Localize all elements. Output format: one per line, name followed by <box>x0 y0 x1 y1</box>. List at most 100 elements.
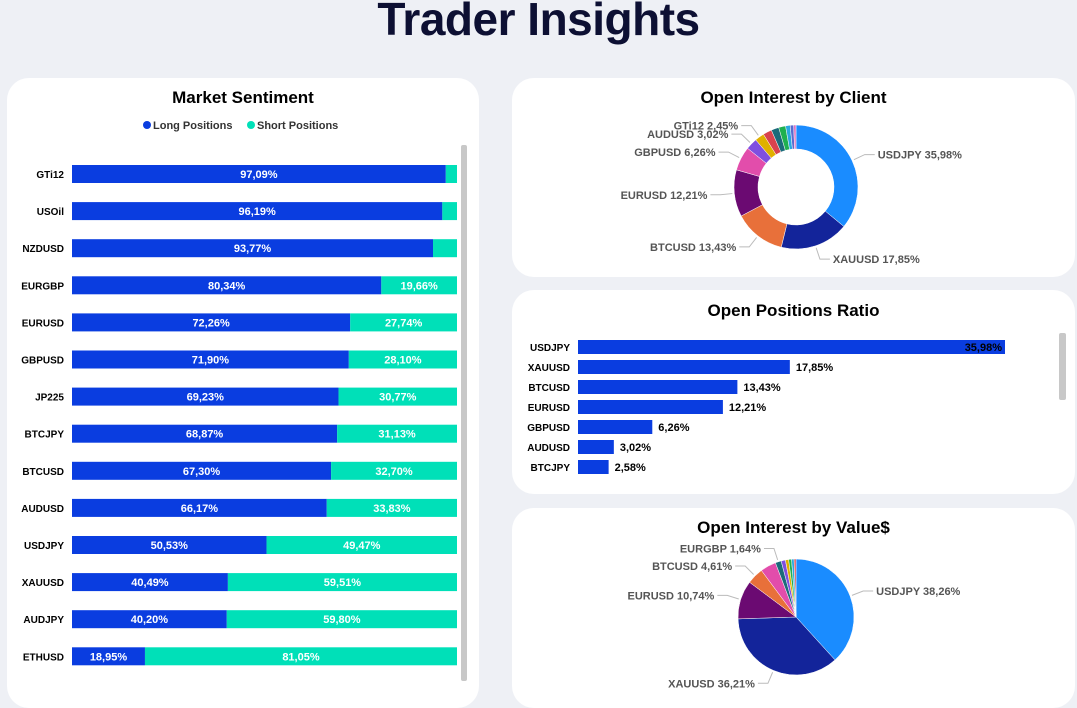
long-value-label: 71,90% <box>192 355 230 367</box>
open-interest-value-title: Open Interest by Value$ <box>697 518 890 537</box>
open-interest-value-pie: USDJPY 38,26% XAUUSD 36,21% EURUSD 10,74% B… <box>627 543 960 690</box>
long-value-label: 66,17% <box>181 503 219 515</box>
long-bar <box>72 276 382 295</box>
legend-marker <box>247 121 255 129</box>
short-bar <box>350 313 457 332</box>
open-interest-client-card: Open Interest by Client USDJPY 35,98% XAU… <box>512 78 1075 277</box>
category-label: EURUSD <box>22 318 64 329</box>
category-label: BTCJPY <box>25 430 65 441</box>
bar <box>578 440 614 454</box>
scrollbar[interactable] <box>1059 333 1066 400</box>
short-bar <box>445 165 457 183</box>
category-label: BTCJPY <box>531 463 571 474</box>
bar <box>578 360 790 374</box>
slice-xauusd <box>737 616 836 676</box>
short-bar <box>433 239 457 258</box>
category-label: GBPUSD <box>21 356 64 367</box>
slice-label: USDJPY 35,98% <box>878 150 962 162</box>
long-bar <box>72 498 327 517</box>
bar <box>578 380 738 394</box>
long-bar <box>72 647 145 666</box>
short-bar <box>266 536 457 554</box>
bar <box>578 460 609 474</box>
open-positions-ratio-card: Open Positions Ratio USDJPY 35,98% XAUUSD 1… <box>512 290 1075 494</box>
slice-label: XAUUSD 36,21% <box>668 678 755 690</box>
long-value-label: 69,23% <box>187 392 225 404</box>
scrollbar[interactable] <box>461 145 467 681</box>
short-bar <box>226 610 457 629</box>
category-label: USDJPY <box>530 343 570 354</box>
category-label: GBPUSD <box>527 423 570 434</box>
legend-label: Short Positions <box>257 120 338 132</box>
long-bar <box>72 202 443 221</box>
open-interest-client-title: Open Interest by Client <box>700 88 887 107</box>
long-value-label: 80,34% <box>208 280 246 292</box>
market-sentiment-card: Market Sentiment Long Positions Short Pos… <box>7 78 479 708</box>
leader-line <box>851 590 874 596</box>
leader-line <box>735 565 754 575</box>
slice-label: BTCUSD 13,43% <box>650 242 736 254</box>
long-value-label: 93,77% <box>234 243 272 255</box>
page-title: Trader Insights <box>377 0 700 45</box>
long-value-label: 50,53% <box>151 540 189 552</box>
long-bar <box>72 461 332 480</box>
slice-usdjpy <box>795 124 859 227</box>
category-label: AUDJPY <box>23 615 64 626</box>
bar <box>578 420 653 434</box>
slice-other <box>793 124 797 150</box>
short-bar <box>381 276 457 295</box>
category-label: BTCUSD <box>528 383 570 394</box>
long-bar <box>72 313 351 332</box>
category-label: XAUUSD <box>22 578 64 589</box>
short-bar <box>348 350 457 369</box>
category-label: USOil <box>37 207 64 218</box>
short-value-label: 30,77% <box>379 392 417 404</box>
leader-line <box>853 154 875 161</box>
short-bar <box>326 498 457 517</box>
open-positions-ratio-chart: USDJPY 35,98% XAUUSD 17,85% BTCUSD 13,43% EURU… <box>527 340 1005 474</box>
value-label: 3,02% <box>620 442 651 454</box>
open-interest-client-donut: USDJPY 35,98% XAUUSD 17,85% BTCUSD 13,43% E… <box>621 121 963 267</box>
slice-label: EURUSD 12,21% <box>621 190 708 202</box>
slice-label: GTi12 2,45% <box>674 121 739 133</box>
market-sentiment-chart: Long Positions Short Positions GTi12 97,09%… <box>21 120 457 666</box>
slice-usdjpy <box>795 558 855 661</box>
value-label: 12,21% <box>729 402 767 414</box>
long-value-label: 68,87% <box>186 429 224 441</box>
leader-line <box>763 547 779 561</box>
category-label: AUDUSD <box>21 504 64 515</box>
long-bar <box>72 424 338 443</box>
value-label: 2,58% <box>615 462 646 474</box>
category-label: ETHUSD <box>23 652 64 663</box>
value-label: 17,85% <box>796 362 834 374</box>
short-bar <box>337 424 457 443</box>
short-bar <box>338 387 457 406</box>
long-bar <box>72 165 446 183</box>
open-interest-value-card: Open Interest by Value$ USDJPY 38,26% XAU… <box>512 508 1075 708</box>
value-label: 6,26% <box>658 422 689 434</box>
slice-label: GBPUSD 6,26% <box>634 147 716 159</box>
leader-line <box>815 247 830 260</box>
slice-label: BTCUSD 4,61% <box>652 561 732 573</box>
leader-line <box>739 237 758 248</box>
bar <box>578 340 1005 354</box>
value-label: 13,43% <box>743 382 781 394</box>
category-label: EURUSD <box>528 403 570 414</box>
category-label: JP225 <box>35 393 64 404</box>
legend-marker <box>143 121 151 129</box>
long-bar <box>72 536 267 554</box>
long-value-label: 40,20% <box>131 614 169 626</box>
long-value-label: 72,26% <box>192 317 230 329</box>
slice-other <box>793 558 797 618</box>
leader-line <box>717 594 739 600</box>
category-label: GTi12 <box>36 170 64 181</box>
slice-label: EURGBP 1,64% <box>680 543 761 555</box>
slice-label: XAUUSD 17,85% <box>833 254 920 266</box>
long-value-label: 67,30% <box>183 466 221 478</box>
long-value-label: 97,09% <box>240 169 278 181</box>
short-value-label: 59,80% <box>323 614 361 626</box>
short-value-label: 19,66% <box>400 280 438 292</box>
long-bar <box>72 387 339 406</box>
long-bar <box>72 610 227 629</box>
short-value-label: 59,51% <box>324 577 362 589</box>
